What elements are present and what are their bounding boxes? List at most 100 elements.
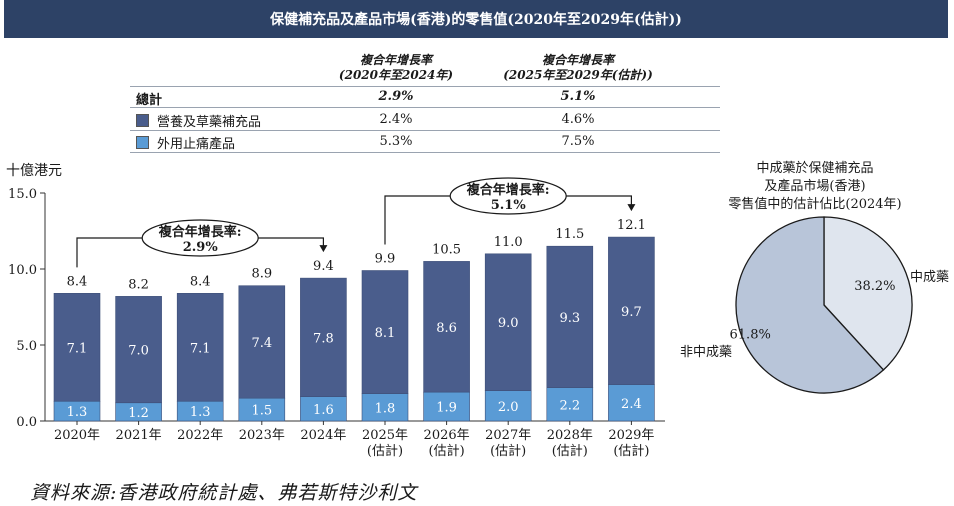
bar-segment-painrelief <box>423 391 470 422</box>
bar-label-nutrition: 8.6 <box>436 321 457 336</box>
bar-segment-nutrition <box>115 296 162 404</box>
x-tick-label: 2022年 <box>177 428 223 443</box>
pie-label-non-tcm: 非中成藥 <box>680 345 732 360</box>
bar-label-nutrition: 7.0 <box>128 344 149 359</box>
total-row-label: 總計 <box>136 93 163 108</box>
cagr-arrow-head <box>627 204 636 212</box>
bar-segment-nutrition <box>423 261 470 393</box>
bar-label-nutrition: 7.4 <box>251 336 272 351</box>
x-tick-label: 2021年 <box>116 428 162 443</box>
cagr-header-1-line1: 複合年增長率 <box>359 53 432 67</box>
bar-label-nutrition: 7.8 <box>313 331 334 346</box>
pie-title: 中成藥於保健補充品 及產品市場(香港) 零售值中的估計佔比(2024年) <box>700 160 930 214</box>
x-tick-label: 2028年 <box>547 428 593 443</box>
x-tick-label: 2027年 <box>485 428 531 443</box>
bar-segment-nutrition <box>608 236 655 385</box>
cagr-header-1: 複合年增長率 (2020年至2024年) <box>296 53 496 83</box>
x-tick-label: 2026年 <box>424 428 470 443</box>
table-top-rule <box>130 86 720 87</box>
legend-painrelief-label: 外用止痛產品 <box>157 137 236 152</box>
bar-label-painrelief: 1.9 <box>436 401 457 416</box>
legend-swatch-dark <box>136 114 149 127</box>
bar-total-label: 9.4 <box>313 259 334 274</box>
cagr-bubble <box>449 177 567 215</box>
bar-segment-painrelief <box>361 393 409 422</box>
bar-segment-painrelief <box>484 390 532 422</box>
total-cagr-2: 5.1% <box>560 89 596 104</box>
pie-slice-value-label: 38.2% <box>854 279 895 294</box>
bar-total-label: 8.4 <box>190 274 211 289</box>
x-tick-label: 2020年 <box>54 428 100 443</box>
pie-slice-tcm <box>823 216 913 371</box>
painrelief-cagr-2: 7.5% <box>561 134 595 149</box>
x-tick-label: (估計) <box>429 443 465 459</box>
bar-segment-nutrition <box>361 270 409 394</box>
bar-label-painrelief: 1.5 <box>251 404 272 419</box>
legend-painrelief: 外用止痛產品 <box>136 133 235 152</box>
table-rule-1 <box>130 107 720 108</box>
bar-total-label: 11.0 <box>494 235 523 250</box>
bar-label-painrelief: 2.2 <box>559 398 580 413</box>
cagr-header-2-line2: (2025年至2029年(估計)) <box>503 68 653 82</box>
legend-nutrition: 營養及草藥補充品 <box>136 111 261 130</box>
cagr-header-2-line1: 複合年增長率 <box>541 53 614 67</box>
x-tick-label: 2023年 <box>239 428 285 443</box>
source-note: 資料來源:香港政府統計處、弗若斯特沙利文 <box>30 482 418 504</box>
legend-nutrition-label: 營養及草藥補充品 <box>157 115 262 130</box>
pie-slice-non-tcm <box>735 216 885 394</box>
painrelief-cagr-1: 5.3% <box>379 134 413 149</box>
cagr-bubble-label: 複合年增長率: <box>466 182 550 198</box>
bar-total-label: 8.2 <box>128 277 149 292</box>
x-tick-label: (估計) <box>552 443 588 459</box>
cagr-bubble-value: 5.1% <box>491 198 527 213</box>
bar-segment-painrelief <box>300 396 347 422</box>
pie-title-line1: 中成藥於保健補充品 <box>756 161 874 176</box>
bar-label-painrelief: 2.0 <box>498 400 519 415</box>
bar-label-nutrition: 9.0 <box>498 316 519 331</box>
legend-swatch-light <box>136 136 149 149</box>
pie-slice-value-label: 61.8% <box>730 328 771 343</box>
y-tick-label: 5.0 <box>16 339 37 354</box>
bar-segment-nutrition <box>484 253 532 391</box>
pie-title-line3: 零售值中的估計佔比(2024年) <box>728 197 902 212</box>
cagr-bubble-value: 2.9% <box>183 240 219 255</box>
cagr-header-2: 複合年增長率 (2025年至2029年(估計)) <box>478 53 678 83</box>
bar-segment-nutrition <box>53 293 101 402</box>
bar-label-painrelief: 1.2 <box>128 406 149 421</box>
nutrition-cagr-2: 4.6% <box>561 112 595 127</box>
pie-title-line2: 及產品市場(香港) <box>764 179 866 194</box>
bar-total-label: 12.1 <box>617 218 646 233</box>
bar-label-painrelief: 2.4 <box>621 397 642 412</box>
x-tick-label: 2025年 <box>362 428 408 443</box>
bar-label-nutrition: 7.1 <box>190 341 211 356</box>
bar-label-nutrition: 9.3 <box>559 311 580 326</box>
bar-total-label: 11.5 <box>555 227 584 242</box>
bar-total-label: 10.5 <box>432 242 461 257</box>
bar-label-painrelief: 1.8 <box>375 401 396 416</box>
x-tick-label: (估計) <box>613 443 649 459</box>
nutrition-cagr-1: 2.4% <box>379 112 413 127</box>
y-tick-label: 15.0 <box>8 187 37 202</box>
cagr-arrow-head <box>319 245 328 253</box>
cagr-header-1-line2: (2020年至2024年) <box>338 68 454 82</box>
x-tick-label: (估計) <box>367 443 403 459</box>
y-tick-label: 0.0 <box>16 415 37 430</box>
bar-label-painrelief: 1.6 <box>313 403 334 418</box>
bar-segment-painrelief <box>608 384 655 422</box>
bar-segment-nutrition <box>300 277 347 397</box>
bar-label-painrelief: 1.3 <box>190 405 211 420</box>
bar-segment-painrelief <box>546 387 594 422</box>
x-tick-label: (估計) <box>490 443 526 459</box>
table-bottom-rule <box>130 152 720 153</box>
x-tick-label: 2029年 <box>608 428 654 443</box>
cagr-bubble-label: 複合年增長率: <box>158 224 242 240</box>
stacked-bar-chart: 0.0 5.0 10.0 15.0 1.3 7.1 8.4 2020年 1.2 7.0 8.2 202… <box>8 177 665 459</box>
bar-label-nutrition: 8.1 <box>375 326 396 341</box>
bar-label-nutrition: 7.1 <box>67 341 88 356</box>
x-tick-label: 2024年 <box>300 428 346 443</box>
bar-label-nutrition: 9.7 <box>621 305 642 320</box>
bar-segment-nutrition <box>546 245 594 388</box>
bar-total-label: 8.4 <box>67 274 88 289</box>
table-rule-2 <box>130 130 720 131</box>
